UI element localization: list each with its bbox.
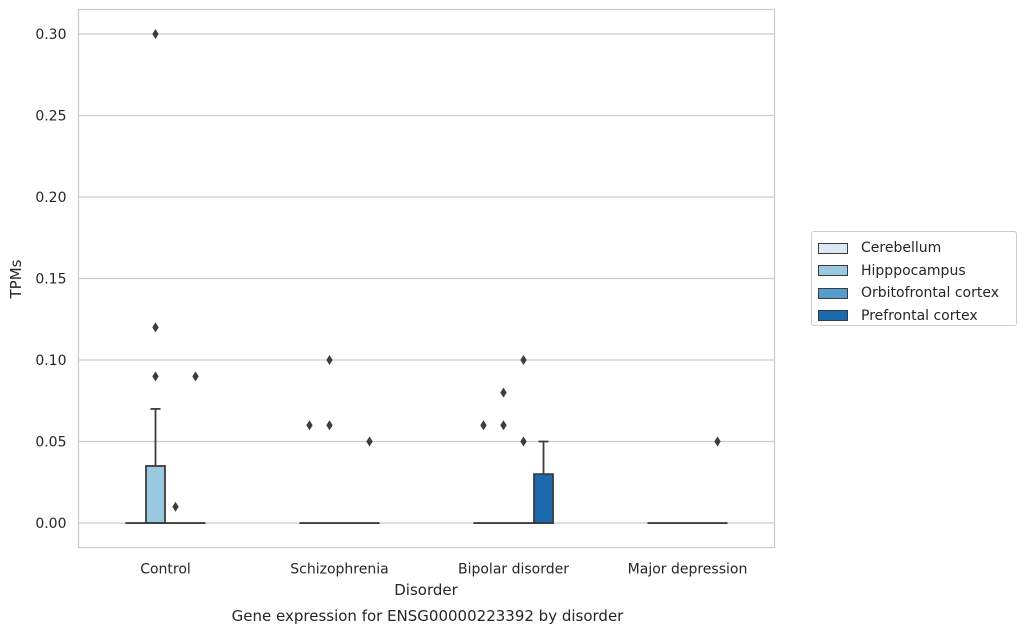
legend-item: Prefrontal cortex xyxy=(818,305,1016,328)
legend-label: Hipppocampus xyxy=(861,262,966,279)
y-tick-label: 0.25 xyxy=(35,108,66,124)
box xyxy=(359,436,380,524)
y-tick-label: 0.00 xyxy=(35,516,66,532)
legend-item: Orbitofrontal cortex xyxy=(818,282,1016,305)
legend-swatch xyxy=(818,287,848,299)
grid-lines xyxy=(78,33,775,524)
outlier-point xyxy=(520,436,527,447)
y-tick-label: 0.15 xyxy=(35,272,66,288)
x-axis-ticks: Control Schizophrenia Bipolar disorder Majo… xyxy=(140,562,747,578)
outlier-point xyxy=(480,420,487,431)
y-tick-label: 0.10 xyxy=(35,353,66,369)
category-group xyxy=(125,28,206,524)
box xyxy=(493,387,514,524)
outlier-point xyxy=(520,355,527,366)
outlier-point xyxy=(326,355,333,366)
x-tick-label: Control xyxy=(140,562,191,578)
box xyxy=(473,420,494,524)
outlier-point xyxy=(326,420,333,431)
chart-legend: Cerebellum Hipppocampus Orbitofrontal cort… xyxy=(811,231,1017,326)
outlier-point xyxy=(152,371,159,382)
outlier-point xyxy=(714,436,721,447)
legend-label: Orbitofrontal cortex xyxy=(861,285,999,302)
outlier-point xyxy=(500,387,507,398)
category-group xyxy=(647,436,728,524)
box xyxy=(299,420,320,524)
legend-item: Cerebellum xyxy=(818,237,1016,260)
outlier-point xyxy=(152,28,159,39)
x-tick-label: Schizophrenia xyxy=(290,562,388,578)
box xyxy=(145,28,166,524)
plot-area-frame xyxy=(77,8,776,549)
box xyxy=(513,355,534,524)
box xyxy=(185,371,206,524)
legend-label: Cerebellum xyxy=(861,240,942,257)
category-group xyxy=(473,355,554,524)
box xyxy=(533,440,554,524)
box-body xyxy=(533,473,554,524)
y-tick-label: 0.30 xyxy=(35,27,66,43)
box xyxy=(165,501,186,524)
category-group xyxy=(299,355,380,524)
legend-swatch xyxy=(818,242,848,254)
x-axis-label: Disorder xyxy=(394,581,458,599)
y-tick-label: 0.20 xyxy=(35,190,66,206)
y-axis-label: TPMs xyxy=(7,259,25,299)
outlier-point xyxy=(366,436,373,447)
box-body xyxy=(145,465,166,524)
x-tick-label: Bipolar disorder xyxy=(458,562,569,578)
outlier-point xyxy=(152,322,159,333)
outlier-point xyxy=(306,420,313,431)
chart-caption: Gene expression for ENSG00000223392 by d… xyxy=(231,607,624,625)
y-tick-label: 0.05 xyxy=(35,435,66,451)
outlier-point xyxy=(172,501,179,512)
box xyxy=(707,436,728,524)
box-groups xyxy=(125,28,728,524)
x-tick-label: Major depression xyxy=(628,562,748,578)
legend-swatch xyxy=(818,265,848,277)
legend-item: Hipppocampus xyxy=(818,260,1016,283)
legend-swatch xyxy=(818,310,848,322)
box xyxy=(319,355,340,524)
outlier-point xyxy=(192,371,199,382)
legend-label: Prefrontal cortex xyxy=(861,307,978,324)
y-axis-ticks: 0.00 0.05 0.10 0.15 0.20 0.25 0.30 xyxy=(35,27,66,532)
outlier-point xyxy=(500,420,507,431)
